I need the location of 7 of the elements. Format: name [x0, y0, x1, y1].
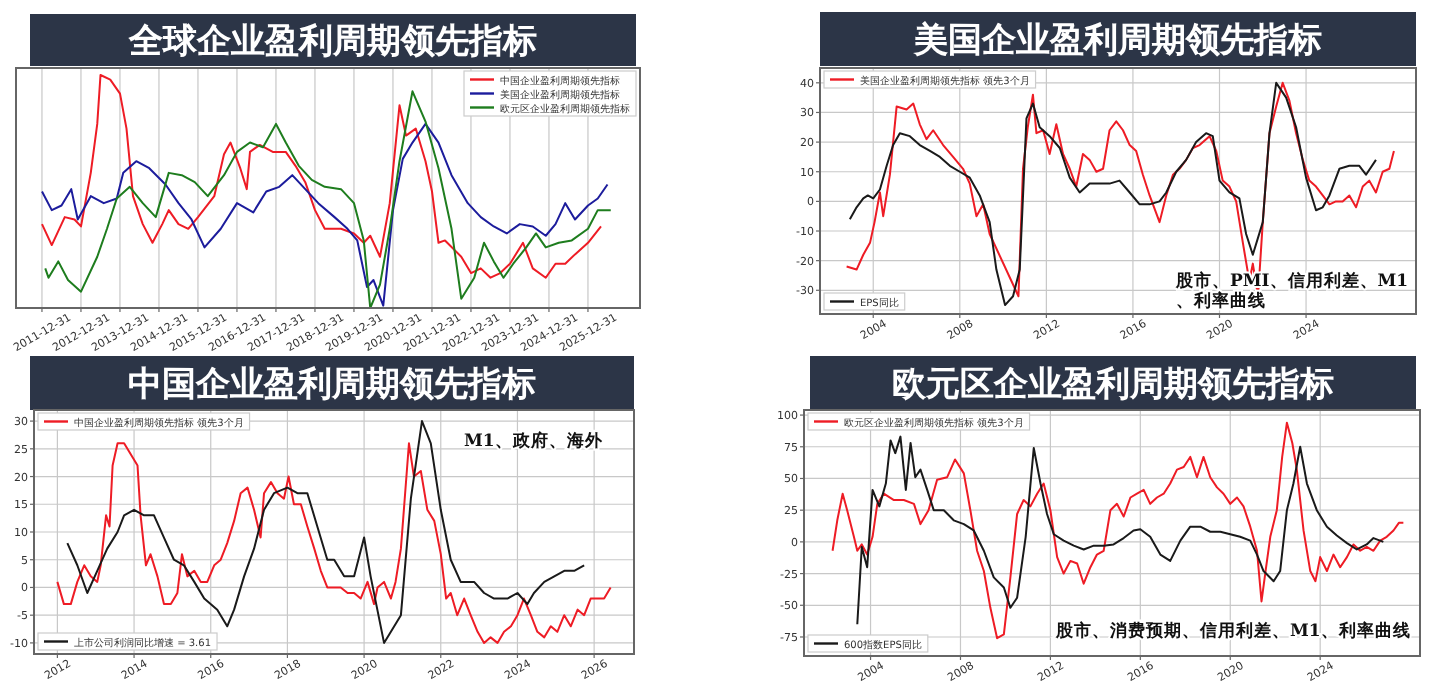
- chart-title: 中国企业盈利周期领先指标: [128, 365, 536, 405]
- line-series: [66, 420, 586, 644]
- chart-title: 欧元区企业盈利周期领先指标: [892, 365, 1334, 405]
- annotation: 股市、消费预期、信用利差、M1、利率曲线: [1054, 620, 1411, 642]
- annotation: M1、政府、海外: [464, 430, 605, 452]
- chart-title: 美国企业盈利周期领先指标: [912, 21, 1322, 61]
- chart-title: 全球企业盈利周期领先指标: [127, 22, 537, 62]
